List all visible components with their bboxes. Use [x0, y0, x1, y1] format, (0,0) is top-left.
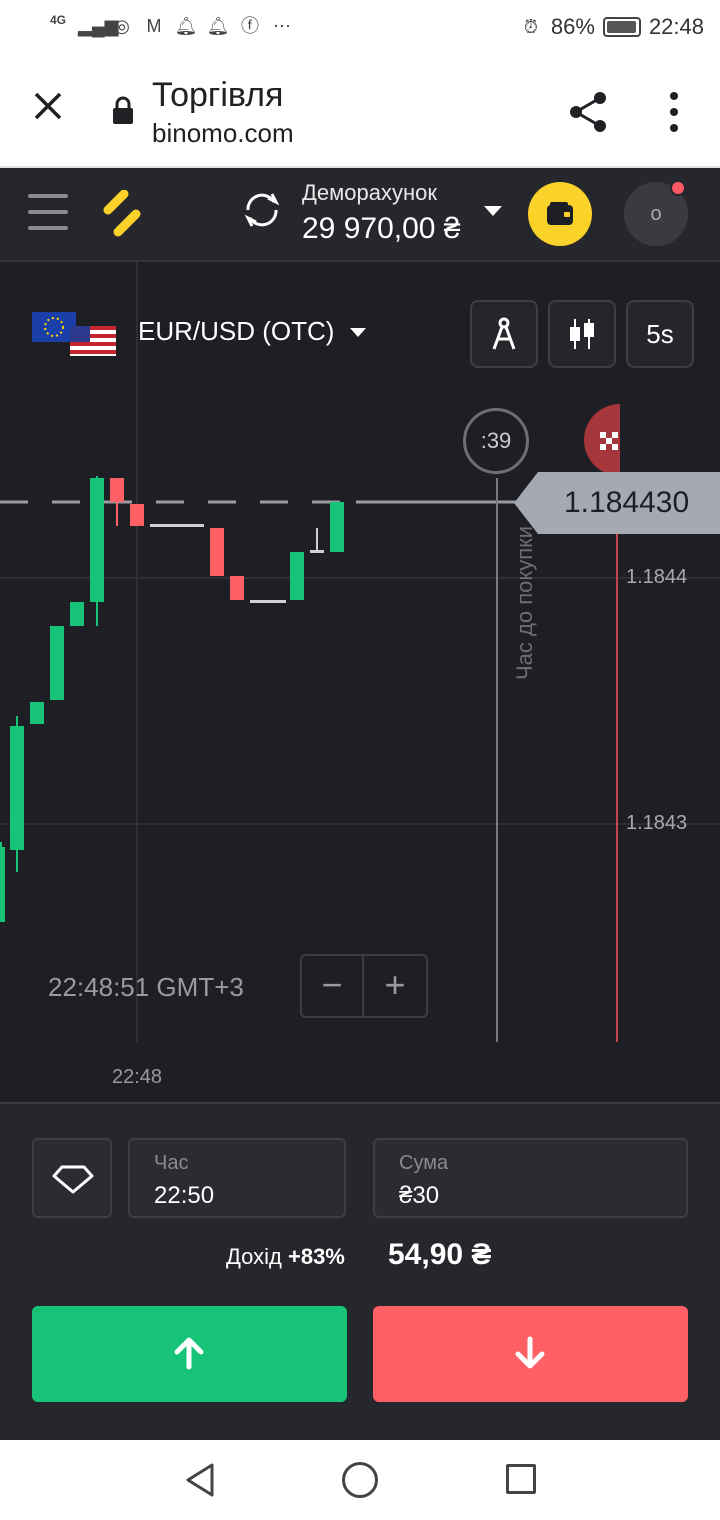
more-dots-icon: ⋯	[273, 16, 291, 36]
timer-badge: :39	[463, 408, 529, 474]
bonus-button[interactable]	[32, 1138, 112, 1218]
back-icon[interactable]	[184, 1462, 216, 1498]
candle	[30, 702, 44, 724]
facebook-icon: ⓕ	[241, 16, 259, 36]
candle	[90, 478, 104, 602]
timeframe-button[interactable]: 5s	[626, 300, 694, 368]
purchase-time-label: Час до покупки	[508, 520, 542, 680]
buy-up-button[interactable]	[32, 1306, 347, 1402]
payout-value: 54,90 ₴	[388, 1238, 492, 1271]
battery-percent: 86%	[550, 14, 595, 39]
signal-4g-icon: 4G	[49, 13, 66, 27]
close-icon[interactable]	[28, 86, 68, 126]
candle	[130, 504, 144, 526]
hamburger-menu-icon[interactable]	[28, 194, 68, 232]
chevron-down-icon[interactable]	[484, 206, 502, 216]
compass-icon	[492, 317, 516, 350]
lock-icon	[113, 96, 133, 124]
price-axis-label: 1.1844	[626, 566, 688, 588]
binomo-logo-icon[interactable]	[100, 190, 144, 238]
notification-dot	[670, 180, 686, 196]
status-bar: 4G ▂▄▆ ◎ M 🔔︎ 🔔︎ ⓕ ⋯ ⏰︎ 86% 22:48	[0, 0, 720, 56]
candle	[290, 552, 304, 600]
chrome-icon: ◎	[114, 16, 130, 36]
alarm-bell-icon: 🔔︎	[174, 16, 198, 36]
diamond-icon	[52, 1165, 94, 1194]
amount-field-value: ₴30	[399, 1182, 440, 1209]
eur-usd-flag-icon	[32, 312, 116, 356]
candle	[250, 600, 286, 603]
asset-name[interactable]: EUR/USD (OTC)	[138, 316, 335, 346]
time-axis-label: 22:48	[112, 1066, 163, 1088]
price-chart[interactable]: EUR/USD (OTC) 5s :39 1.184430 1.1844 1.1…	[0, 262, 720, 1102]
time-field-value: 22:50	[154, 1182, 215, 1209]
candle	[150, 524, 204, 527]
time-field-label: Час	[154, 1152, 189, 1174]
page-url[interactable]: binomo.com	[152, 118, 294, 148]
arrow-down-icon	[515, 1336, 545, 1369]
home-icon[interactable]	[342, 1462, 378, 1498]
sync-icon[interactable]	[240, 188, 284, 232]
chart-canvas	[0, 262, 720, 1042]
alarm-bell-icon: 🔔︎	[206, 16, 230, 36]
status-time: 22:48	[648, 14, 704, 39]
battery-icon	[602, 17, 641, 37]
candle	[330, 502, 344, 552]
share-icon[interactable]	[566, 90, 610, 134]
price-axis-label: 1.1843	[626, 812, 688, 834]
time-field[interactable]: Час 22:50	[128, 1138, 346, 1218]
arrow-up-icon	[174, 1337, 204, 1370]
zoom-controls: − +	[300, 954, 428, 1018]
candle	[10, 726, 24, 850]
finish-flag-icon	[600, 432, 618, 450]
system-nav-bar	[0, 1440, 720, 1520]
account-type[interactable]: Деморахунок	[302, 180, 437, 205]
chevron-down-icon[interactable]	[350, 328, 366, 337]
income-info: Дохід +83%	[226, 1244, 345, 1270]
asset-flags[interactable]	[32, 312, 116, 356]
trade-panel: Час 22:50 Сума ₴30 Дохід +83% 54,90 ₴	[0, 1102, 720, 1440]
gmail-icon: M	[146, 16, 162, 36]
income-percent: +83%	[287, 1244, 345, 1269]
candle	[210, 528, 224, 576]
zoom-out-button[interactable]: −	[302, 956, 365, 1016]
chart-clock: 22:48:51 GMT+3	[48, 972, 244, 1002]
current-price-label: 1.184430	[514, 472, 720, 534]
candle	[110, 478, 124, 502]
status-right: ⏰︎ 86% 22:48	[519, 14, 704, 40]
zoom-in-button[interactable]: +	[384, 964, 406, 1005]
browser-bar: Торгівля binomo.com	[0, 56, 720, 168]
status-left-icons: 4G ▂▄▆ ◎ M 🔔︎ 🔔︎ ⓕ ⋯	[46, 14, 294, 38]
signal-icon: ▂▄▆	[78, 16, 119, 36]
drawing-tools-button[interactable]	[470, 300, 538, 368]
buy-down-button[interactable]	[373, 1306, 688, 1402]
candlestick-icon	[570, 319, 594, 349]
candle	[310, 550, 324, 553]
income-label: Дохід	[226, 1244, 282, 1269]
candles	[0, 476, 344, 922]
amount-field[interactable]: Сума ₴30	[373, 1138, 688, 1218]
account-balance[interactable]: 29 970,00 ₴	[302, 212, 461, 245]
candle	[70, 602, 84, 626]
wallet-icon	[547, 202, 573, 225]
trading-app: Деморахунок 29 970,00 ₴ o	[0, 168, 720, 1440]
amount-field-label: Сума	[399, 1152, 449, 1174]
chart-type-button[interactable]	[548, 300, 616, 368]
wallet-button[interactable]	[528, 182, 592, 246]
recent-apps-icon[interactable]	[506, 1464, 536, 1494]
app-header: Деморахунок 29 970,00 ₴ o	[0, 168, 720, 262]
candle	[230, 576, 244, 600]
candle	[0, 847, 5, 922]
page-title: Торгівля	[152, 76, 284, 114]
purchase-time-text: Час до покупки	[512, 525, 537, 680]
candle	[50, 626, 64, 700]
more-vert-icon[interactable]	[662, 90, 686, 134]
alarm-clock-icon: ⏰︎	[523, 17, 538, 37]
